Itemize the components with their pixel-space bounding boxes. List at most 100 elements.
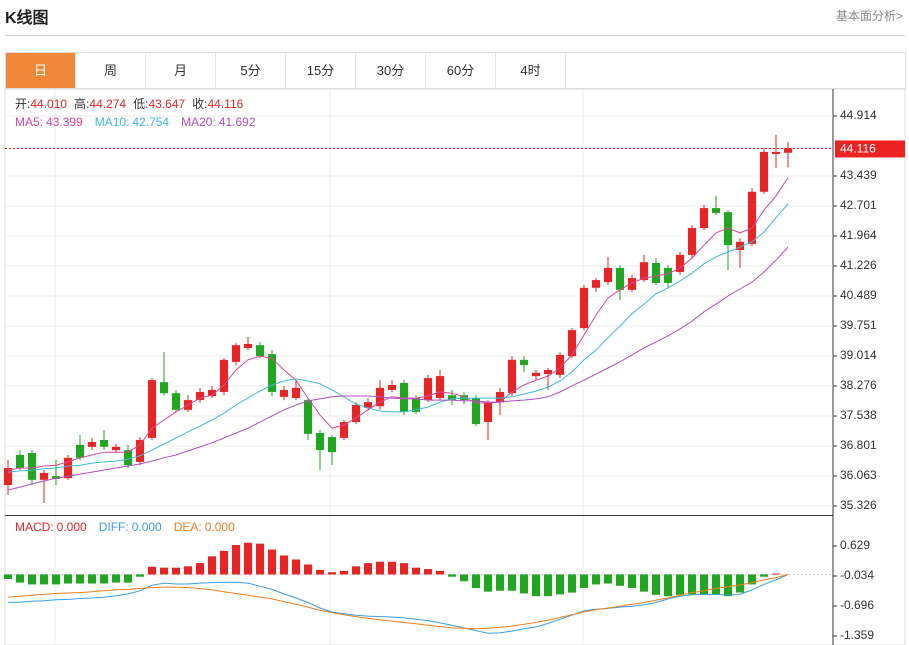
info-value: 44.010 xyxy=(30,97,68,111)
tab[interactable]: 60分 xyxy=(426,53,496,88)
macd-bar xyxy=(724,574,732,597)
y-tick-label: 36.063 xyxy=(840,468,877,482)
macd-bar xyxy=(40,574,48,585)
tab[interactable]: 5分 xyxy=(216,53,286,88)
macd-bar xyxy=(772,573,780,575)
legend-value: 41.692 xyxy=(218,115,256,129)
analysis-link[interactable]: 基本面分析> xyxy=(835,9,903,23)
macd-bar xyxy=(628,574,636,589)
y-tick-label: 37.538 xyxy=(840,408,877,422)
legend-name: MA20: xyxy=(181,115,216,129)
legend-value: 0.000 xyxy=(204,520,235,534)
y-tick-label: 38.276 xyxy=(840,378,877,392)
macd-bar xyxy=(712,574,720,595)
legend-name: MACD: xyxy=(15,520,54,534)
info-label: 收: xyxy=(192,97,208,111)
macd-bar xyxy=(280,555,288,575)
candle-body xyxy=(520,359,528,366)
candle-body xyxy=(52,476,60,480)
candle-body xyxy=(112,446,120,451)
candle-body xyxy=(340,422,348,438)
candle-body xyxy=(268,354,276,392)
series-line xyxy=(7,246,789,491)
candle-body xyxy=(40,472,48,480)
candle-body xyxy=(16,455,24,469)
macd-bar xyxy=(304,564,312,575)
y-tick-label: 35.326 xyxy=(840,498,877,512)
series-line xyxy=(7,574,789,634)
macd-bar xyxy=(496,574,504,591)
info-value: 44.274 xyxy=(89,97,127,111)
macd-bar xyxy=(124,574,132,583)
candle-body xyxy=(496,391,504,403)
macd-bar xyxy=(268,549,276,575)
macd-bar xyxy=(292,559,300,575)
candle-body xyxy=(316,433,324,451)
header-rule xyxy=(5,35,905,36)
macd-bar xyxy=(136,574,144,577)
tab[interactable]: 日 xyxy=(6,53,76,88)
tab[interactable]: 月 xyxy=(146,53,216,88)
macd-bar xyxy=(676,574,684,595)
macd-bar xyxy=(700,574,708,595)
macd-bar xyxy=(316,569,324,575)
tab[interactable]: 4时 xyxy=(496,53,566,88)
candle-body xyxy=(628,278,636,290)
candle-body xyxy=(304,400,312,434)
macd-bar xyxy=(520,574,528,594)
macd-bar xyxy=(460,574,468,582)
macd-bar xyxy=(100,574,108,584)
y-tick-label: -1.359 xyxy=(840,628,874,642)
macd-bar xyxy=(652,574,660,595)
legend-value: 0.000 xyxy=(131,520,162,534)
series-line xyxy=(7,177,789,471)
y-tick-label: -0.034 xyxy=(840,568,874,582)
candle-body xyxy=(388,385,396,390)
macd-bar xyxy=(568,574,576,593)
macd-bar xyxy=(28,574,36,585)
macd-bar xyxy=(580,574,588,589)
tab[interactable]: 15分 xyxy=(286,53,356,88)
candle-body xyxy=(652,263,660,283)
candle-body xyxy=(772,151,780,154)
macd-bar xyxy=(220,550,228,575)
series-line xyxy=(7,574,789,630)
macd-bar xyxy=(412,567,420,575)
macd-bar xyxy=(748,574,756,585)
candle-body xyxy=(124,450,132,466)
ohlc-info: 开: 44.010 高: 44.274 低: 43.647 收: 44.116 xyxy=(15,97,250,111)
macd-bar xyxy=(736,574,744,593)
candle-body xyxy=(100,439,108,447)
candle-body xyxy=(556,354,564,375)
tab[interactable]: 周 xyxy=(76,53,146,88)
candle-body xyxy=(712,208,720,213)
macd-bar xyxy=(556,574,564,595)
candle-body xyxy=(424,378,432,401)
tab[interactable]: 30分 xyxy=(356,53,426,88)
macd-bar xyxy=(184,566,192,575)
legend-name: MA5: xyxy=(15,115,44,129)
legend-name: DEA: xyxy=(173,520,202,534)
macd-bar xyxy=(256,543,264,575)
macd-bar xyxy=(400,563,408,575)
legend-value: 43.399 xyxy=(46,115,83,129)
candle-body xyxy=(592,280,600,288)
candle-body xyxy=(136,439,144,462)
ma-legend: MA5: 43.399 MA10: 42.754 MA20: 41.692 xyxy=(15,115,268,129)
candle-body xyxy=(208,389,216,397)
macd-bar xyxy=(604,574,612,584)
candle-body xyxy=(412,398,420,412)
macd-bar xyxy=(16,574,24,583)
candle-body xyxy=(676,254,684,272)
candle-body xyxy=(484,402,492,423)
macd-bar xyxy=(544,574,552,597)
candle-body xyxy=(472,398,480,425)
macd-bar xyxy=(196,563,204,575)
candle-body xyxy=(448,395,456,401)
macd-bar xyxy=(76,574,84,584)
candle-body xyxy=(28,452,36,480)
candle-body xyxy=(544,369,552,375)
candle-body xyxy=(76,444,84,458)
y-tick-label: 41.964 xyxy=(840,228,877,242)
